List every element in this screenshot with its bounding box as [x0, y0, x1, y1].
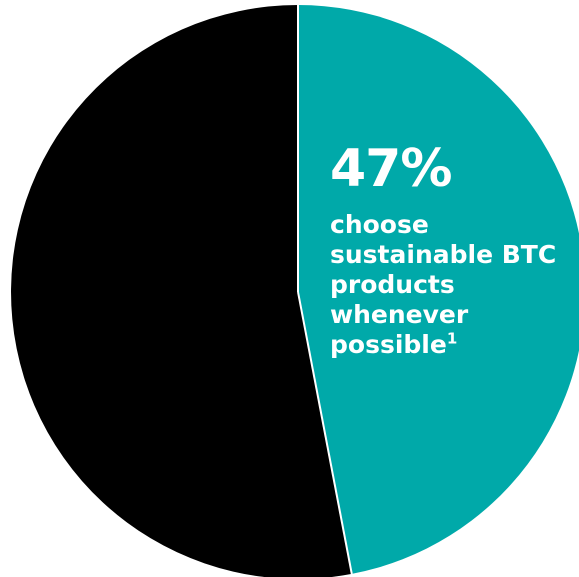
footnote-marker: 1 [446, 329, 458, 348]
callout-label: choose sustainable BTC products whenever… [330, 210, 560, 360]
slice-callout: 47% choose sustainable BTC products when… [330, 138, 570, 360]
pie-slice-1 [298, 5, 579, 574]
slice-separator-2 [297, 291, 353, 575]
callout-percentage: 47% [330, 139, 452, 199]
callout-label-text: choose sustainable BTC products whenever… [330, 210, 557, 359]
pie-slice-2 [11, 5, 352, 577]
